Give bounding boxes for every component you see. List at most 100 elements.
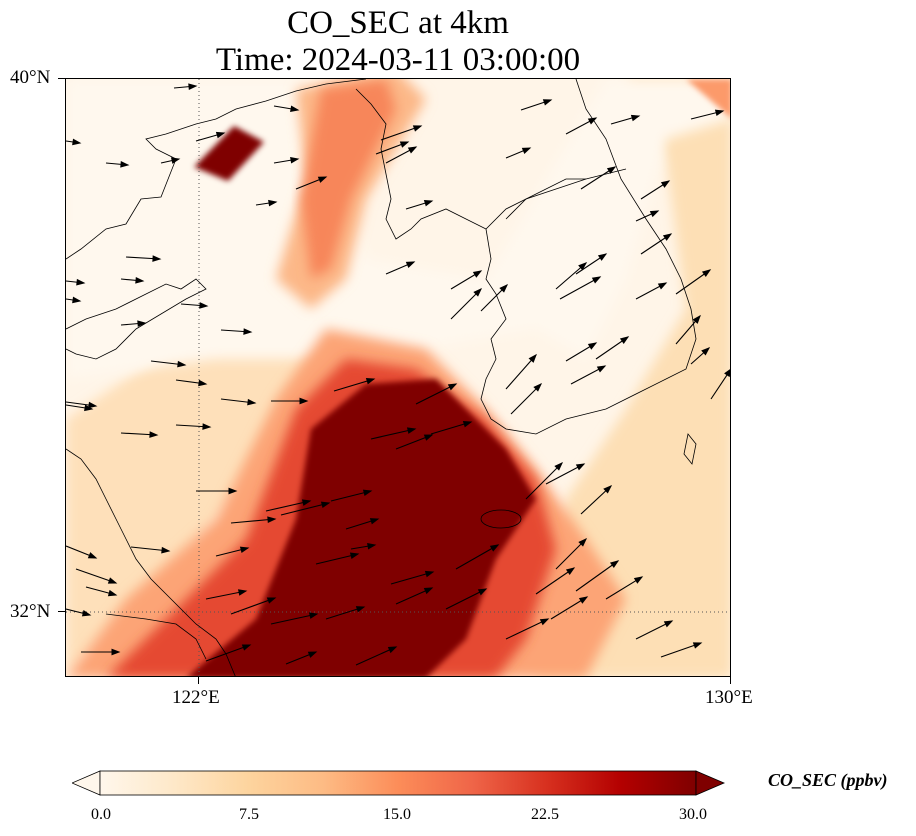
tick-mark-40n [58,78,65,79]
wind-vector-head [199,302,209,309]
wind-vector-head [81,609,92,617]
wind-vector-head [473,287,483,297]
wind-vector-head [170,157,181,164]
lat-tick-40n: 40°N [10,67,51,88]
wind-vector-head [692,314,701,324]
wind-vector-head [135,277,145,284]
wind-vector-line [370,428,416,440]
wind-vector-head [587,117,598,125]
colorbar-tick-7-5: 7.5 [239,806,259,823]
wind-vector-head [407,146,418,154]
wind-vector-head [412,125,423,132]
wind-vector-head [701,347,711,356]
wind-vector-head [447,383,458,391]
wind-vector-head [243,328,253,335]
wind-vector-head [462,420,473,428]
wind-vector-head [692,642,703,649]
wind-vector-head [120,161,130,168]
wind-vector-head [137,320,147,327]
wind-vector-head [660,180,671,188]
wind-vector-line [525,462,563,500]
concentration-field [66,79,730,676]
wind-vector-head [521,147,532,154]
wind-vector-head [533,382,543,392]
colorbar [72,770,726,796]
wind-vector-head [649,210,660,218]
tick-mark-32n [58,611,65,612]
wind-vector-head [290,156,300,164]
lon-tick-130e: 130°E [705,687,753,708]
wind-vector-head [724,369,730,378]
wind-vector-head [578,537,588,547]
wind-vector-head [72,296,82,304]
wind-vector-head [701,269,712,278]
field-band-north-inner [301,79,396,279]
wind-vector-head [349,552,360,559]
wind-vector-head [239,546,250,554]
gridlines [66,79,730,676]
wind-vector-head [609,560,620,569]
wind-vector-head [308,612,319,619]
tick-mark-122e [198,677,199,684]
wind-vector-head [405,261,416,269]
wind-vector-head [630,114,641,122]
coastlines [66,79,697,676]
wind-vector-head [489,544,500,552]
wind-vector-head [107,589,118,597]
wind-vector-head [149,431,159,438]
wind-vector-head [299,397,309,405]
wind-vector-head [111,648,121,656]
wind-vector-line [535,567,575,595]
colorbar-tick-22-5: 22.5 [531,806,559,823]
wind-vector-head [662,233,673,241]
wind-vector-head [597,253,608,261]
coastline-china [66,79,367,260]
colorbar-title: CO_SEC (ppbv) [768,770,888,790]
wind-vector-head [578,262,588,271]
lon-tick-122e: 122°E [172,687,220,708]
wind-vector-head [424,570,435,578]
wind-vector-head [72,138,82,146]
wind-vector-head [528,353,537,363]
wind-vector-head [87,552,98,559]
wind-vector-head [406,427,417,434]
field-band-east [536,79,730,676]
wind-vector-head [290,105,300,113]
wind-vector-head [84,404,94,412]
field-north-patch [194,126,264,181]
coastline-shandong [66,278,207,360]
wind-vector-head [472,270,483,278]
wind-vector-head [657,282,668,290]
wind-vector-line [280,502,330,516]
colorbar-tick-0: 0.0 [91,806,111,823]
wind-vector-head [423,434,434,441]
wind-vector-head [355,606,366,613]
wind-vector-head [307,651,318,658]
tick-mark-130e [730,677,731,684]
wind-vector-line [455,544,499,570]
wind-vector-head [161,546,171,554]
wind-vector-head [591,276,602,284]
wind-vector-head [107,577,118,584]
wind-vector-head [587,342,598,350]
lat-tick-32n: 32°N [10,601,51,622]
wind-vector-head [423,200,434,207]
colorbar-extend-min [72,770,101,796]
wind-vector-head [539,618,550,626]
wind-vector-head [241,644,252,651]
wind-vector-head [477,588,488,596]
wind-vector-head [301,499,312,506]
wind-vector-head [88,401,98,409]
wind-vector-head [247,398,257,406]
tsushima-island [683,433,697,465]
colorbar-extend-max [695,770,726,796]
wind-vector-head [267,516,277,523]
wind-vector-head [542,99,553,106]
wind-vector-head [554,461,564,471]
wind-vector-line [559,276,601,300]
wind-vector-head [423,587,434,595]
wind-vectors [66,83,730,666]
wind-vector-line [505,354,537,390]
colorbar-gradient [99,770,697,796]
wind-vector-head [399,141,410,148]
